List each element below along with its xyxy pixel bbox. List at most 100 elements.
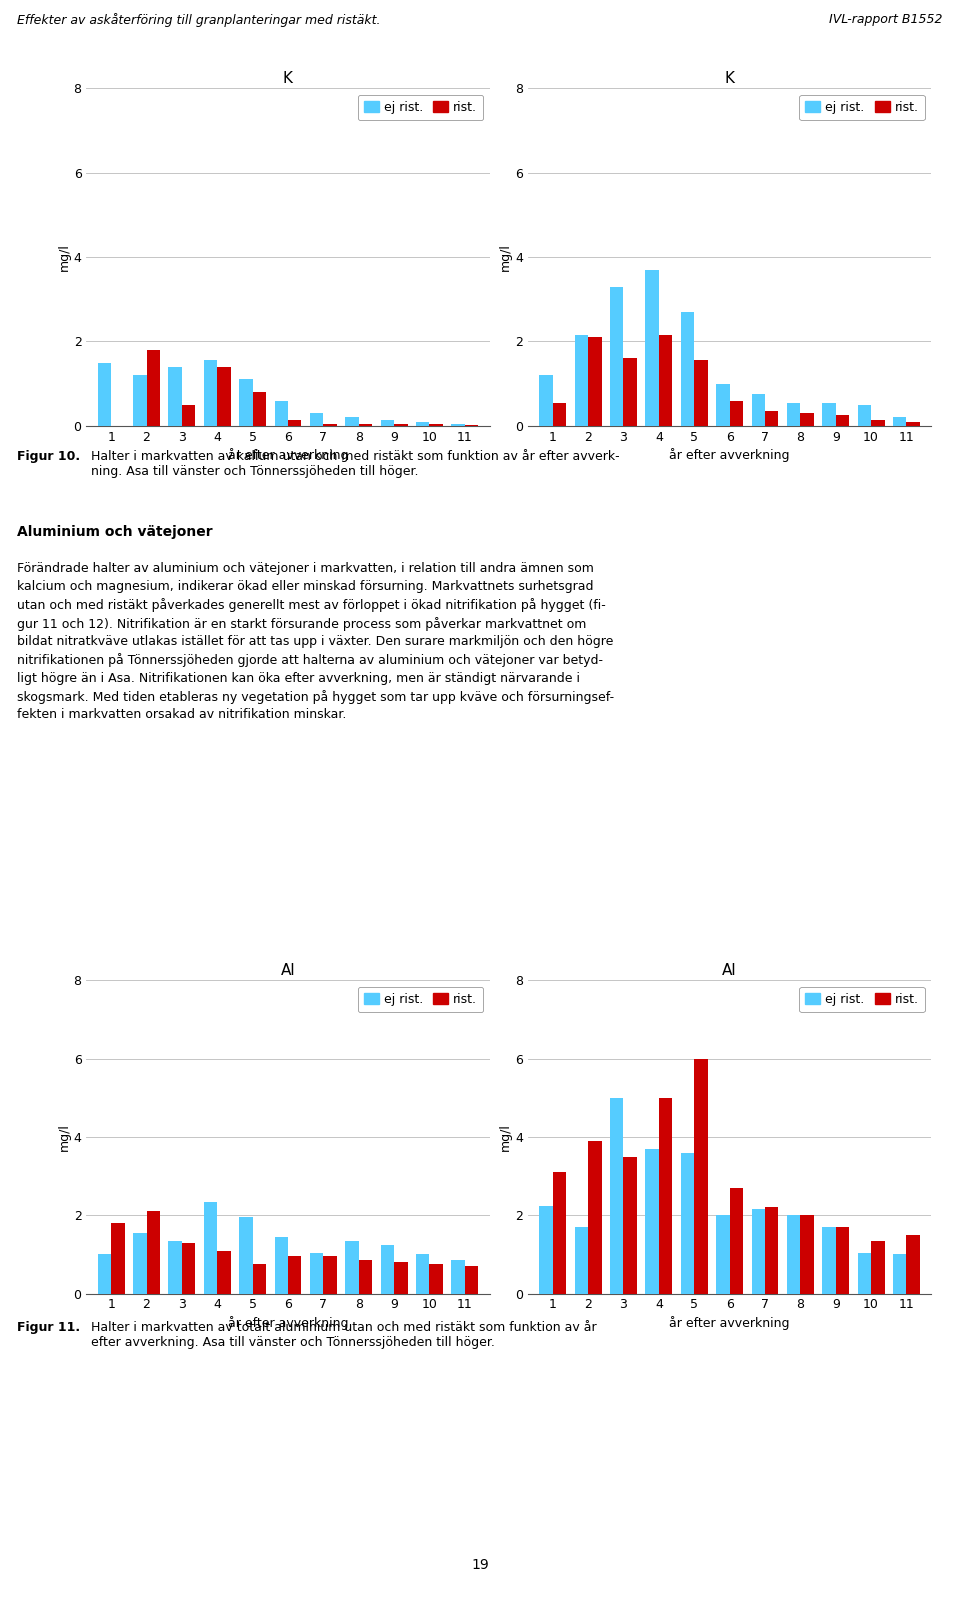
Bar	[429, 424, 443, 426]
Bar	[239, 1216, 252, 1294]
Bar	[381, 419, 395, 426]
Bar	[416, 1255, 429, 1294]
Bar	[252, 1265, 266, 1294]
Title: K: K	[283, 71, 293, 85]
Bar	[217, 366, 230, 426]
Bar	[275, 400, 288, 426]
Bar	[324, 424, 337, 426]
Bar	[694, 1059, 708, 1294]
Bar	[752, 1210, 765, 1294]
Bar	[871, 1241, 884, 1294]
Text: Effekter av askåterföring till granplanteringar med ristäkt.: Effekter av askåterföring till granplant…	[17, 13, 381, 27]
Bar	[416, 421, 429, 426]
Y-axis label: mg/l: mg/l	[58, 1123, 71, 1151]
Bar	[765, 411, 779, 426]
Text: Förändrade halter av aluminium och vätejoner i markvatten, i relation till andra: Förändrade halter av aluminium och vätej…	[17, 562, 614, 722]
Bar	[823, 1228, 836, 1294]
Title: Al: Al	[280, 963, 296, 977]
Bar	[752, 394, 765, 426]
Bar	[871, 419, 884, 426]
X-axis label: år efter avverkning: år efter avverkning	[228, 448, 348, 461]
Bar	[133, 376, 147, 426]
Text: Aluminium och vätejoner: Aluminium och vätejoner	[17, 525, 213, 540]
Bar	[694, 360, 708, 426]
Bar	[553, 403, 566, 426]
Bar	[395, 1263, 408, 1294]
Bar	[429, 1265, 443, 1294]
Bar	[239, 379, 252, 426]
Bar	[204, 1202, 217, 1294]
Bar	[553, 1172, 566, 1294]
Bar	[659, 336, 672, 426]
Bar	[288, 1257, 301, 1294]
Bar	[716, 384, 730, 426]
Bar	[381, 1245, 395, 1294]
Legend: ej rist., rist.: ej rist., rist.	[799, 987, 924, 1012]
Bar	[801, 413, 814, 426]
Bar	[893, 1255, 906, 1294]
Bar	[716, 1215, 730, 1294]
Bar	[588, 337, 602, 426]
Bar	[181, 1242, 195, 1294]
Text: Figur 11.: Figur 11.	[17, 1321, 81, 1334]
Bar	[906, 421, 920, 426]
Legend: ej rist., rist.: ej rist., rist.	[799, 95, 924, 121]
Bar	[823, 403, 836, 426]
Bar	[893, 418, 906, 426]
Bar	[575, 1228, 588, 1294]
Bar	[610, 286, 623, 426]
Bar	[610, 1098, 623, 1294]
Bar	[857, 405, 871, 426]
Bar	[681, 312, 694, 426]
Bar	[836, 1228, 850, 1294]
Y-axis label: mg/l: mg/l	[499, 243, 513, 272]
Y-axis label: mg/l: mg/l	[58, 243, 71, 272]
Bar	[181, 405, 195, 426]
Bar	[288, 419, 301, 426]
Bar	[588, 1141, 602, 1294]
Bar	[575, 336, 588, 426]
Bar	[252, 392, 266, 426]
Bar	[623, 358, 636, 426]
Bar	[730, 400, 743, 426]
Y-axis label: mg/l: mg/l	[499, 1123, 513, 1151]
Text: 19: 19	[471, 1557, 489, 1572]
Bar	[111, 1223, 125, 1294]
Bar	[133, 1233, 147, 1294]
Bar	[359, 1260, 372, 1294]
Bar	[98, 1255, 111, 1294]
X-axis label: år efter avverkning: år efter avverkning	[669, 1316, 790, 1329]
Text: Halter i markvatten av kalium utan och med ristäkt som funktion av år efter avve: Halter i markvatten av kalium utan och m…	[91, 450, 620, 477]
Bar	[310, 413, 324, 426]
Bar	[540, 376, 553, 426]
Bar	[801, 1215, 814, 1294]
Bar	[730, 1188, 743, 1294]
Title: K: K	[725, 71, 734, 85]
Bar	[659, 1098, 672, 1294]
Bar	[217, 1250, 230, 1294]
Legend: ej rist., rist.: ej rist., rist.	[357, 987, 483, 1012]
Bar	[451, 1260, 465, 1294]
Title: Al: Al	[722, 963, 737, 977]
Bar	[310, 1252, 324, 1294]
Bar	[645, 270, 659, 426]
Text: IVL-rapport B1552: IVL-rapport B1552	[829, 13, 943, 26]
X-axis label: år efter avverkning: år efter avverkning	[228, 1316, 348, 1329]
Bar	[787, 403, 801, 426]
Bar	[787, 1215, 801, 1294]
Bar	[346, 418, 359, 426]
Bar	[324, 1257, 337, 1294]
Bar	[147, 350, 160, 426]
Bar	[147, 1212, 160, 1294]
Bar	[465, 1266, 478, 1294]
Bar	[623, 1157, 636, 1294]
Bar	[681, 1152, 694, 1294]
Text: Halter i markvatten av totalt aluminium utan och med ristäkt som funktion av år
: Halter i markvatten av totalt aluminium …	[91, 1321, 597, 1348]
Bar	[451, 424, 465, 426]
Bar	[275, 1237, 288, 1294]
Bar	[836, 415, 850, 426]
Bar	[906, 1234, 920, 1294]
Bar	[98, 363, 111, 426]
Bar	[168, 366, 181, 426]
Bar	[765, 1207, 779, 1294]
